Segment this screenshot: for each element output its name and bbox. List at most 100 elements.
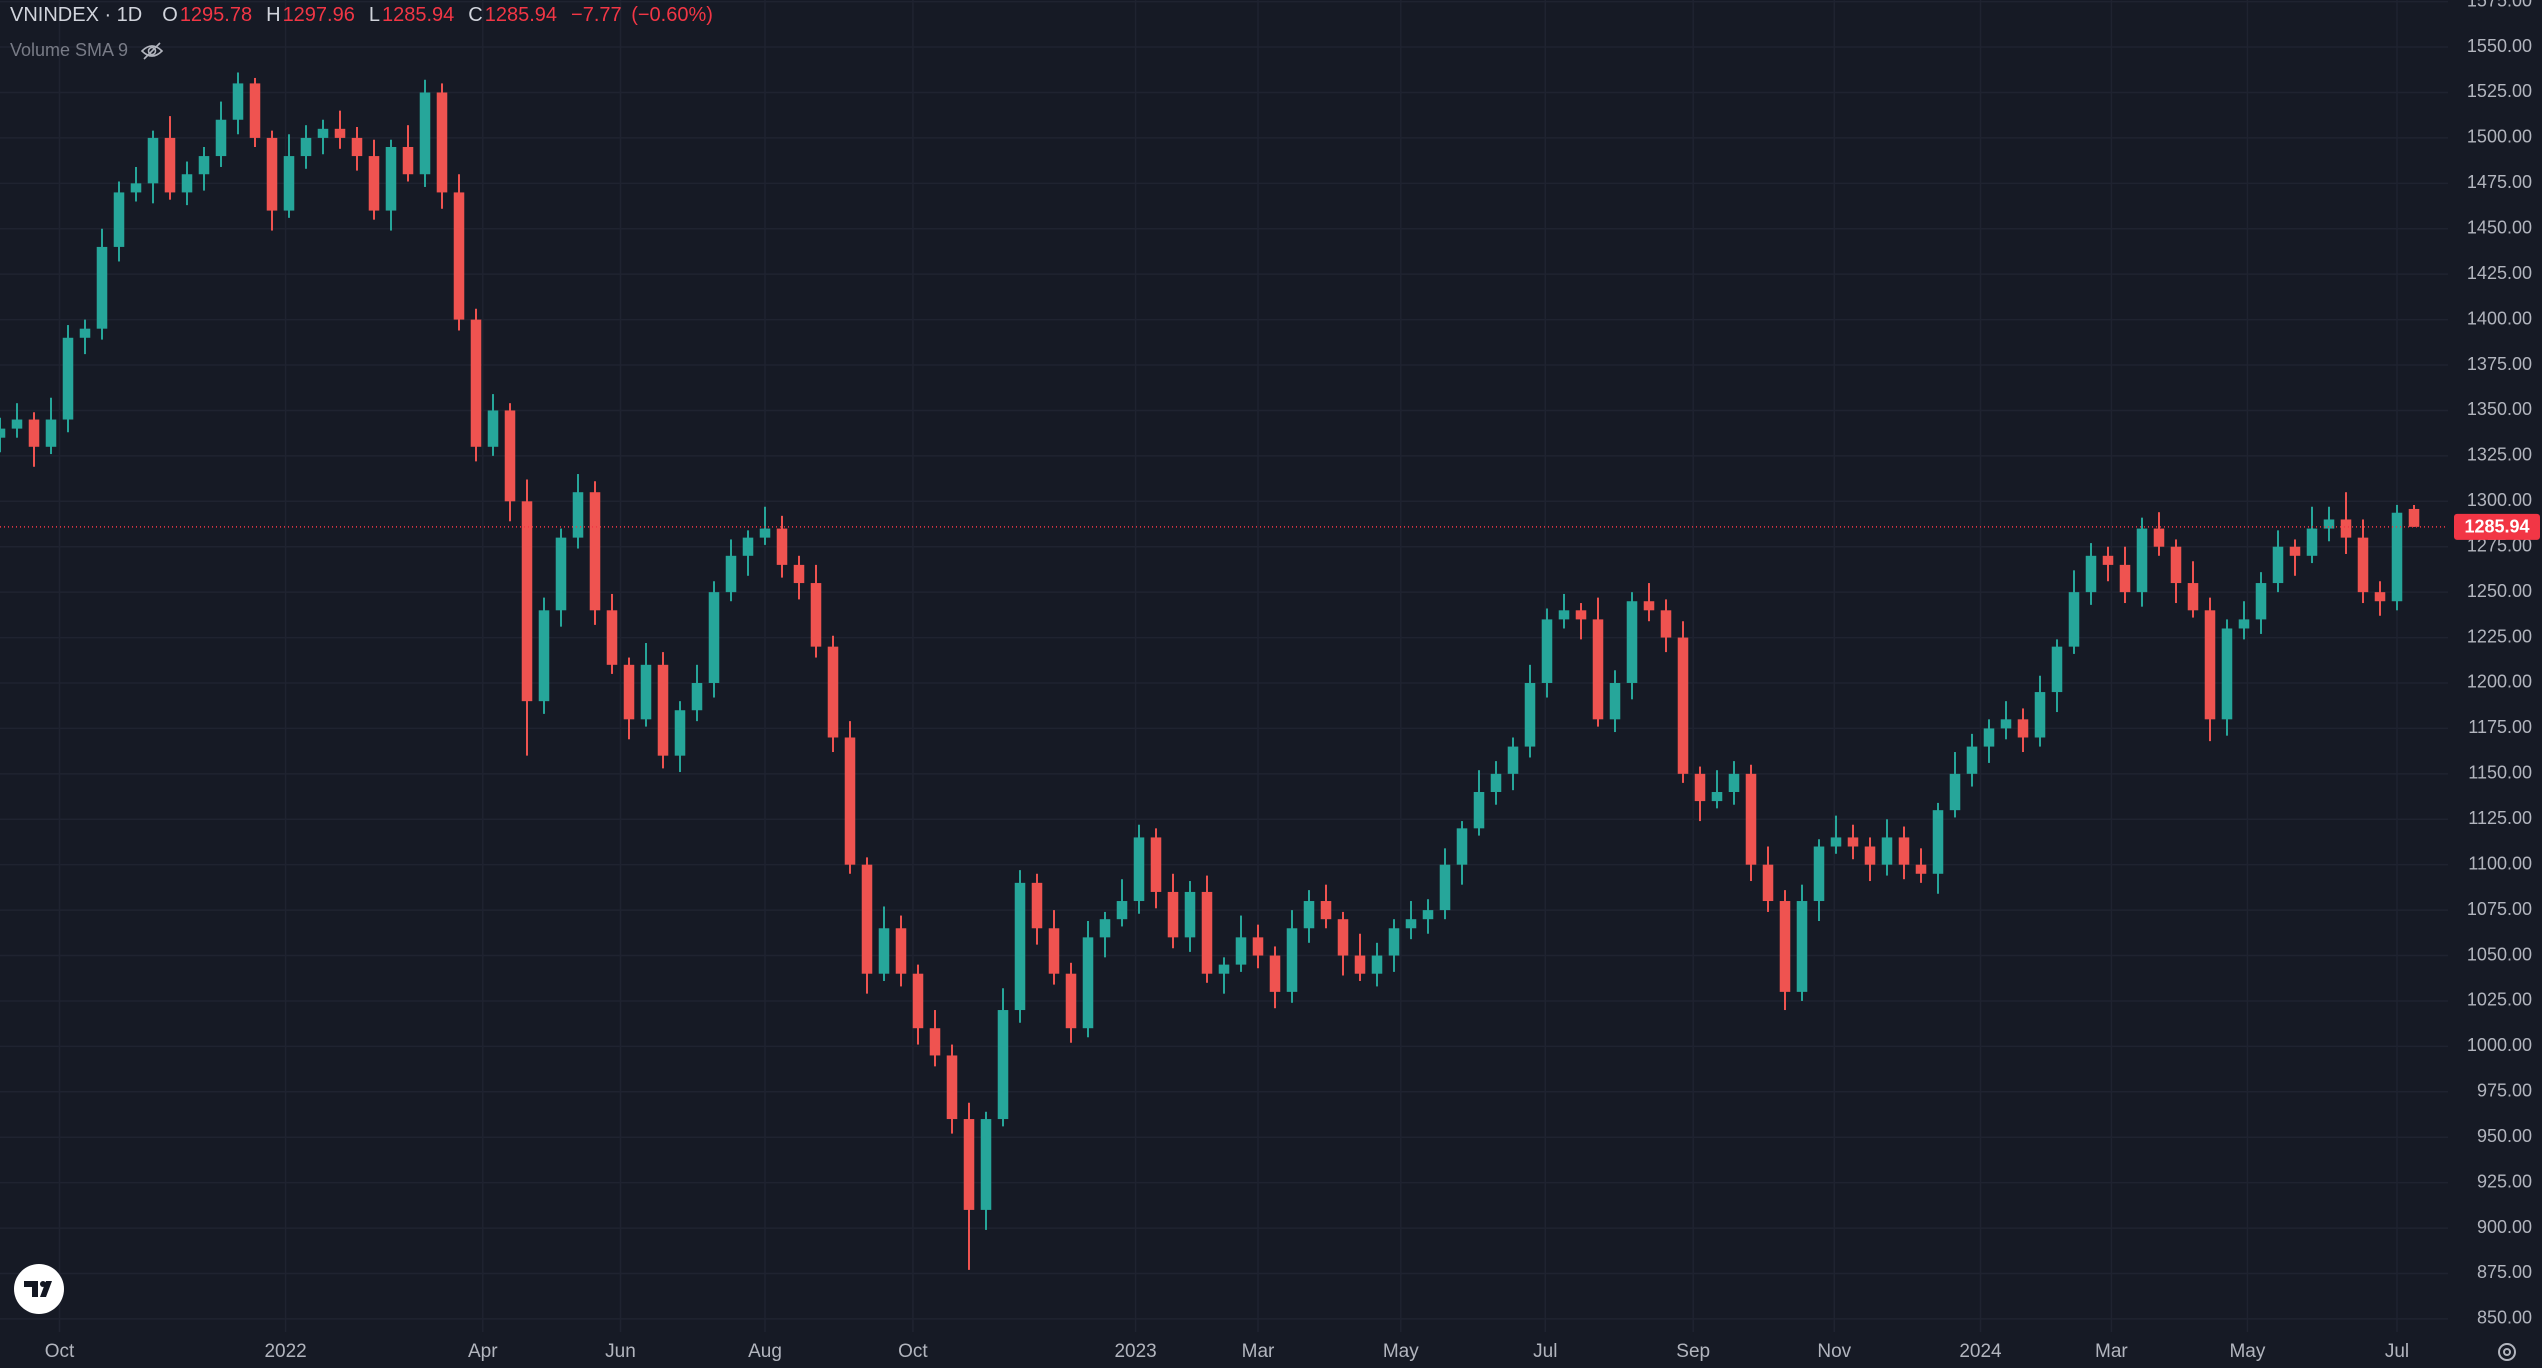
- candle-body: [470, 319, 482, 447]
- ohlc-low: L 1285.94: [369, 4, 454, 27]
- y-tick-label: 1375.00: [2467, 354, 2532, 374]
- candle-body: [1983, 728, 1995, 747]
- candle-body: [555, 537, 567, 611]
- ohlc-label: O: [162, 4, 178, 26]
- y-tick-label: 1000.00: [2467, 1035, 2532, 1055]
- candle-body: [1660, 610, 1672, 638]
- y-tick-label: 1150.00: [2468, 763, 2532, 783]
- candle-body: [1405, 919, 1417, 929]
- x-tick-label: Sep: [1676, 1341, 1710, 1362]
- y-tick-label: 1325.00: [2467, 445, 2532, 465]
- x-tick-label: May: [2229, 1341, 2265, 1362]
- candle-body: [130, 183, 142, 193]
- ohlc-value: 1285.94: [381, 4, 455, 26]
- candle-body: [1354, 955, 1366, 974]
- candle-body: [232, 83, 244, 120]
- candle-body: [1813, 846, 1825, 902]
- settings-ring: [2498, 1343, 2516, 1361]
- change-percent: (−0.60%): [631, 4, 713, 26]
- candle-body: [164, 137, 176, 193]
- candle-body: [759, 528, 771, 538]
- last-price-box: [2454, 513, 2540, 540]
- candle-body: [2187, 583, 2199, 611]
- candle-body: [1031, 882, 1043, 929]
- candle-body: [725, 555, 737, 593]
- candle-body: [181, 174, 193, 193]
- candle-body: [1490, 773, 1502, 793]
- x-tick-label: Jul: [2385, 1341, 2409, 1362]
- legend-header: VNINDEX · 1D O 1295.78 H 1297.96 L 1285.94 …: [10, 4, 713, 27]
- y-tick-label: 1125.00: [2468, 808, 2532, 828]
- x-tick-label: 2024: [1959, 1341, 2002, 1362]
- settings-button[interactable]: [2498, 1343, 2516, 1361]
- candle-body: [1711, 792, 1723, 802]
- y-tick-label: 1275.00: [2467, 535, 2532, 555]
- candle-body: [1286, 928, 1298, 992]
- candle-body: [1796, 901, 1808, 992]
- candle-body: [1643, 601, 1655, 611]
- y-tick-label: 1025.00: [2467, 990, 2532, 1010]
- y-tick-label: 875.00: [2477, 1262, 2532, 1282]
- candle-body: [2289, 546, 2301, 556]
- candle-body: [1082, 937, 1094, 1029]
- ohlc-label: H: [266, 4, 281, 26]
- candle-body: [1524, 682, 1536, 747]
- candle-body: [11, 419, 23, 429]
- candle-body: [1881, 837, 1893, 865]
- candle-body: [708, 592, 720, 683]
- eye-slash: [143, 41, 161, 60]
- y-tick-label: 1200.00: [2467, 672, 2532, 692]
- candle-body: [606, 610, 618, 665]
- candle-body: [2272, 546, 2284, 584]
- candle-body: [2391, 512, 2403, 602]
- candle-body: [402, 146, 414, 175]
- candle-body: [793, 564, 805, 584]
- y-tick-label: 1075.00: [2467, 899, 2532, 919]
- candle-body: [147, 137, 159, 184]
- candle-body: [2221, 628, 2233, 720]
- candle-body: [1507, 746, 1519, 774]
- candle-body: [2085, 555, 2097, 593]
- candle-body: [1830, 837, 1842, 847]
- candle-body: [1252, 937, 1264, 956]
- candle-body: [980, 1119, 992, 1210]
- candle-body: [266, 137, 278, 211]
- candle-body: [1422, 910, 1434, 920]
- indicator-name[interactable]: Volume SMA 9: [10, 40, 129, 60]
- candle-body: [1558, 610, 1570, 620]
- y-tick-label: 1225.00: [2467, 626, 2532, 646]
- ohlc-high: H 1297.96: [266, 4, 355, 27]
- candle-body: [2357, 537, 2369, 593]
- candle-body: [2408, 508, 2420, 527]
- candle-body: [1167, 891, 1179, 938]
- y-tick-label: 1500.00: [2467, 127, 2532, 147]
- candle-body: [1949, 773, 1961, 811]
- candle-body: [572, 492, 584, 538]
- candle-body: [691, 682, 703, 711]
- y-tick-label: 950.00: [2477, 1126, 2532, 1146]
- tradingview-logo[interactable]: [14, 1264, 64, 1314]
- candle-body: [2170, 546, 2182, 584]
- candle-body: [640, 664, 652, 720]
- y-tick-label: 1175.00: [2468, 717, 2532, 737]
- indicator-row: Volume SMA 9: [10, 40, 164, 61]
- candle-body: [2204, 610, 2216, 720]
- candle-body: [963, 1119, 975, 1210]
- y-tick-label: 1050.00: [2467, 944, 2532, 964]
- candle-body: [1541, 619, 1553, 683]
- candle-body: [1150, 837, 1162, 892]
- x-tick-label: Nov: [1817, 1341, 1851, 1362]
- candle-body: [2255, 583, 2267, 620]
- hidden-eye-icon[interactable]: [140, 41, 164, 61]
- candle-body: [2017, 719, 2029, 738]
- candle-body: [1898, 837, 1910, 865]
- y-tick-label: 1550.00: [2467, 36, 2532, 56]
- symbol-title[interactable]: VNINDEX · 1D: [10, 4, 143, 26]
- candle-body: [861, 864, 873, 974]
- candle-body: [1677, 637, 1689, 774]
- candle-body: [2102, 555, 2114, 565]
- candle-body: [436, 92, 448, 193]
- ohlc-label: L: [368, 4, 380, 26]
- candle-body: [742, 537, 754, 556]
